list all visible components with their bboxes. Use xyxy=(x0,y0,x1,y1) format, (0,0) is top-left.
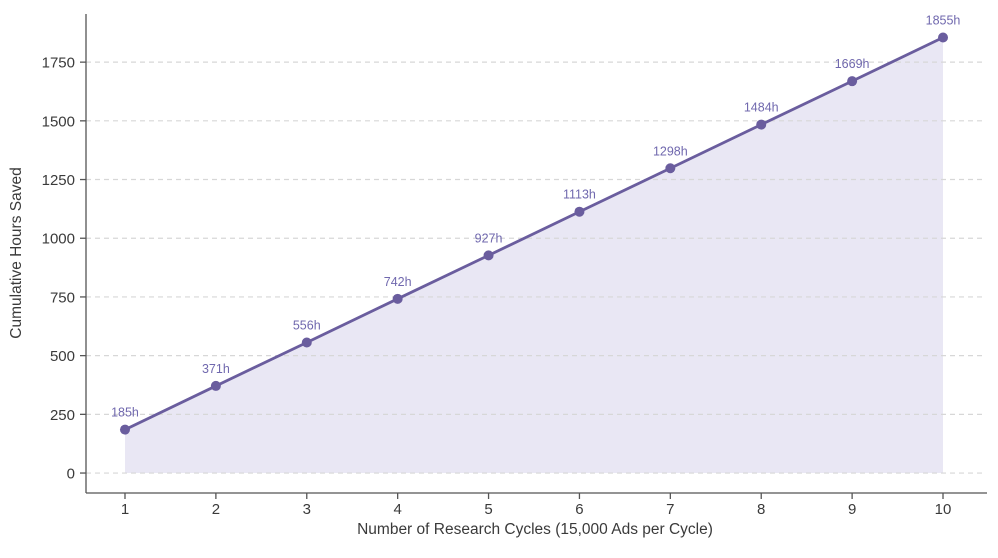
area-fill xyxy=(124,37,944,474)
data-point-6 xyxy=(574,206,585,217)
x-tick-label-7: 7 xyxy=(666,501,674,518)
data-point-label-7: 1298h xyxy=(653,144,688,158)
data-point-label-1: 185h xyxy=(111,406,139,420)
data-point-label-10: 1855h xyxy=(926,13,961,27)
y-tick-label-1000: 1000 xyxy=(42,231,75,248)
data-point-1 xyxy=(119,424,130,435)
x-tick-label-1: 1 xyxy=(121,501,129,518)
data-point-label-8: 1484h xyxy=(744,101,779,115)
x-tick-label-8: 8 xyxy=(757,501,765,518)
y-tick-label-250: 250 xyxy=(50,407,75,424)
y-tick-label-500: 500 xyxy=(50,348,75,365)
x-tick-label-6: 6 xyxy=(575,501,583,518)
chart-layers: 0 250 500 750 1000 1250 1500 1750 1 2 3 4 5 6 7 8 9 10 185… xyxy=(42,13,987,518)
y-tick-label-0: 0 xyxy=(67,466,75,483)
x-tick-label-5: 5 xyxy=(484,501,492,518)
data-point-10 xyxy=(938,32,949,43)
data-point-label-6: 1113h xyxy=(563,188,596,202)
data-point-label-9: 1669h xyxy=(835,57,870,71)
data-point-8 xyxy=(756,119,767,130)
data-point-4 xyxy=(392,293,403,304)
x-tick-label-3: 3 xyxy=(303,501,311,518)
data-point-label-2: 371h xyxy=(202,362,230,376)
x-tick-label-9: 9 xyxy=(848,501,856,518)
y-tick-label-1250: 1250 xyxy=(42,172,75,189)
data-point-2 xyxy=(210,380,221,391)
y-tick-label-1500: 1500 xyxy=(42,113,75,130)
data-point-7 xyxy=(665,163,676,174)
data-point-label-4: 742h xyxy=(384,275,412,289)
x-tick-label-2: 2 xyxy=(212,501,220,518)
x-axis-label: Number of Research Cycles (15,000 Ads pe… xyxy=(357,521,713,538)
x-tick-label-10: 10 xyxy=(935,501,952,518)
y-tick-label-750: 750 xyxy=(50,289,75,306)
data-point-label-5: 927h xyxy=(475,231,503,245)
trend-line xyxy=(123,36,945,432)
x-tick-label-4: 4 xyxy=(393,501,401,518)
data-point-3 xyxy=(301,337,312,348)
data-point-9 xyxy=(847,76,858,87)
data-point-5 xyxy=(483,250,494,261)
data-point-label-3: 556h xyxy=(293,318,321,332)
y-axis-label: Cumulative Hours Saved xyxy=(8,167,25,338)
y-tick-label-1750: 1750 xyxy=(42,55,75,72)
